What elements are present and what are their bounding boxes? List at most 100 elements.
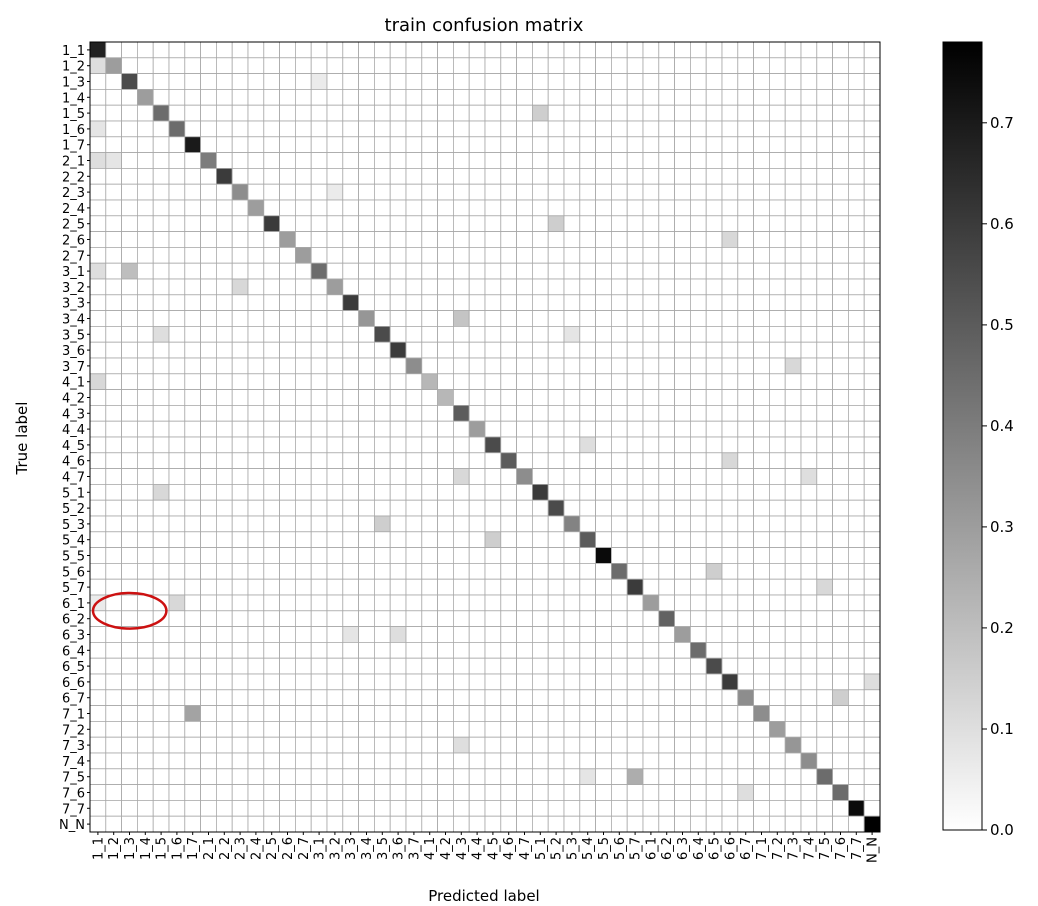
cell-4_2-7_1 — [753, 389, 770, 406]
cell-1_2-7_3 — [784, 57, 802, 74]
cell-4_5-5_4 — [579, 436, 596, 454]
cell-7_2-7_2 — [769, 721, 786, 738]
cell-3_1-2_2 — [215, 262, 233, 280]
cell-7_1-6_6 — [721, 705, 739, 722]
cell-2_2-5_1 — [532, 167, 549, 185]
cell-5_3-6_3 — [674, 515, 691, 533]
cell-6_2-4_4 — [468, 610, 486, 627]
cell-7_7-4_1 — [421, 800, 438, 817]
cell-7_2-3_7 — [405, 721, 423, 738]
cell-5_5-2_2 — [215, 547, 233, 564]
cell-7_7-2_6 — [279, 800, 296, 817]
cell-7_1-5_5 — [595, 705, 612, 722]
cell-2_2-6_6 — [721, 167, 739, 185]
cell-1_5-7_7 — [848, 104, 865, 122]
cell-7_4-5_4 — [579, 752, 596, 770]
y-tick-label-2_1: 2_1 — [62, 155, 85, 170]
cell-4_5-3_4 — [358, 436, 375, 454]
cell-1_4-7_2 — [769, 89, 786, 106]
cell-7_6-6_6 — [721, 784, 739, 801]
cell-6_3-3_2 — [326, 626, 344, 643]
cell-6_4-6_1 — [642, 642, 660, 659]
cell-2_6-4_4 — [468, 231, 486, 248]
cell-1_6-1_6 — [168, 120, 186, 138]
cell-N_N-6_1 — [642, 815, 660, 833]
cell-6_5-6_1 — [642, 657, 660, 675]
cell-7_4-6_2 — [658, 752, 675, 770]
cell-1_6-1_2 — [105, 120, 123, 138]
cell-3_4-4_2 — [437, 310, 454, 327]
cell-1_7-7_2 — [769, 136, 786, 154]
cell-3_5-3_7 — [405, 325, 423, 343]
cell-4_5-6_5 — [705, 436, 723, 454]
cell-5_3-1_2 — [105, 515, 123, 533]
cell-1_6-3_4 — [358, 120, 375, 138]
cell-7_5-2_4 — [247, 768, 265, 785]
cell-7_5-6_2 — [658, 768, 675, 785]
cell-4_7-5_1 — [532, 468, 549, 485]
cell-4_6-4_5 — [484, 452, 502, 469]
cell-4_5-N_N — [863, 436, 881, 454]
cell-4_6-1_6 — [168, 452, 186, 469]
cell-6_3-1_6 — [168, 626, 186, 643]
cell-2_4-3_6 — [389, 199, 407, 217]
cell-4_5-5_5 — [595, 436, 612, 454]
x-tick-label-2_3: 2_3 — [234, 837, 249, 860]
cell-7_2-3_2 — [326, 721, 344, 738]
cell-7_2-4_5 — [484, 721, 502, 738]
cell-1_4-3_1 — [310, 89, 328, 106]
cell-7_5-5_6 — [611, 768, 628, 785]
cell-6_4-2_3 — [231, 642, 249, 659]
cell-1_6-6_7 — [737, 120, 754, 138]
cell-3_4-6_4 — [690, 310, 707, 327]
cell-2_5-4_1 — [421, 215, 438, 233]
cell-7_7-2_5 — [263, 800, 280, 817]
cell-3_2-6_5 — [705, 278, 723, 296]
cell-2_3-5_2 — [547, 183, 565, 201]
cell-4_1-7_6 — [832, 373, 849, 390]
cell-5_4-7_6 — [832, 531, 849, 548]
cell-7_7-7_2 — [769, 800, 786, 817]
cell-6_6-3_1 — [310, 673, 328, 691]
x-tick-label-2_4: 2_4 — [249, 837, 264, 860]
cell-2_1-2_2 — [215, 152, 233, 169]
cell-2_5-1_7 — [184, 215, 202, 233]
cell-7_1-3_6 — [389, 705, 407, 722]
cell-2_2-4_5 — [484, 167, 502, 185]
cell-5_2-6_2 — [658, 499, 675, 517]
cell-2_7-1_1 — [89, 246, 107, 264]
cell-7_1-6_7 — [737, 705, 754, 722]
cell-7_4-7_6 — [832, 752, 849, 770]
cell-5_7-2_3 — [231, 578, 249, 596]
cell-1_2-6_1 — [642, 57, 660, 74]
cell-6_2-7_3 — [784, 610, 802, 627]
cell-3_2-3_6 — [389, 278, 407, 296]
cell-1_2-7_6 — [832, 57, 849, 74]
cell-6_6-6_2 — [658, 673, 675, 691]
cell-4_4-4_4 — [468, 420, 486, 438]
cell-1_3-7_3 — [784, 73, 802, 90]
cell-3_2-5_3 — [563, 278, 581, 296]
y-tick-label-2_4: 2_4 — [62, 202, 85, 217]
cell-1_5-4_6 — [500, 104, 517, 122]
cell-4_6-7_4 — [800, 452, 818, 469]
cell-1_1-5_5 — [595, 41, 612, 59]
cell-5_7-6_2 — [658, 578, 675, 596]
cell-4_2-2_7 — [294, 389, 312, 406]
cell-3_6-6_4 — [690, 341, 707, 359]
cell-2_3-6_5 — [705, 183, 723, 201]
cell-6_4-2_1 — [200, 642, 217, 659]
cell-5_1-6_4 — [690, 483, 707, 501]
cell-2_5-5_1 — [532, 215, 549, 233]
cell-6_1-5_2 — [547, 594, 565, 612]
cell-3_2-2_7 — [294, 278, 312, 296]
cell-4_7-4_6 — [500, 468, 517, 485]
cell-3_1-2_6 — [279, 262, 296, 280]
cell-2_1-2_1 — [200, 152, 217, 169]
cell-7_2-3_3 — [342, 721, 359, 738]
cell-2_4-3_5 — [373, 199, 391, 217]
cell-3_6-4_2 — [437, 341, 454, 359]
cell-4_3-7_3 — [784, 404, 802, 422]
cell-2_3-3_7 — [405, 183, 423, 201]
cell-4_4-5_4 — [579, 420, 596, 438]
